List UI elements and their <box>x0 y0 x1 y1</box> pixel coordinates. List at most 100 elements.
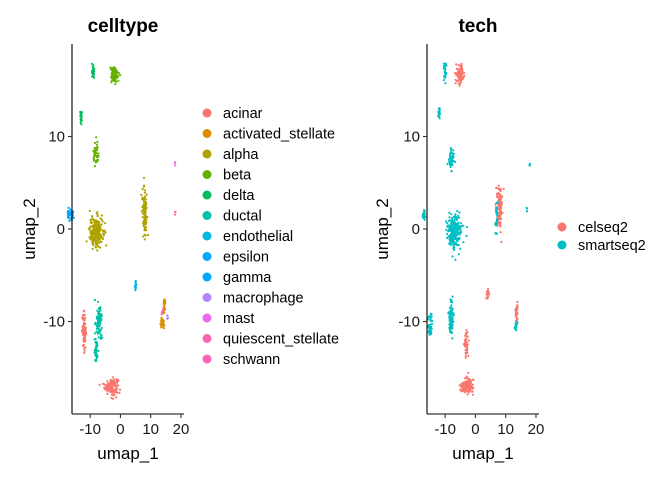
point-ductal <box>97 321 100 324</box>
point-celseq2 <box>499 213 503 216</box>
point-smartseq2 <box>450 331 453 334</box>
point-beta <box>95 146 98 149</box>
legend-label: beta <box>223 168 252 184</box>
point-smartseq2 <box>448 229 451 232</box>
point-acinar <box>98 383 101 386</box>
point-alpha <box>143 184 146 187</box>
point-smartseq2 <box>448 314 451 317</box>
point-celseq2 <box>468 382 471 385</box>
point-ductal <box>96 331 99 334</box>
point-smartseq2 <box>451 235 454 238</box>
point-alpha <box>96 234 99 237</box>
point-smartseq2 <box>442 79 445 82</box>
point-ductal <box>96 317 99 320</box>
point-celseq2 <box>497 218 500 221</box>
point-beta <box>115 80 118 83</box>
point-ductal <box>94 351 97 354</box>
legend-key <box>202 334 212 343</box>
point-celseq2 <box>462 76 465 79</box>
point-celseq2 <box>468 385 471 388</box>
point-smartseq2 <box>451 301 454 304</box>
point-smartseq2 <box>452 222 455 225</box>
point-smartseq2 <box>457 253 460 256</box>
point-smartseq2 <box>496 217 499 220</box>
legend-item-delta: delta <box>202 188 255 204</box>
legend-item-quiescent_stellate: quiescent_stellate <box>202 332 339 348</box>
point-acinar <box>115 396 118 399</box>
point-delta <box>79 117 82 121</box>
point-smartseq2 <box>495 207 498 211</box>
point-smartseq2 <box>444 82 447 85</box>
point-celseq2 <box>458 84 461 87</box>
legend-item-acinar: acinar <box>202 106 263 122</box>
point-beta <box>110 68 113 71</box>
point-alpha <box>143 213 146 216</box>
point-alpha <box>101 220 104 223</box>
point-smartseq2 <box>449 219 452 222</box>
point-beta <box>96 140 99 143</box>
point-acinar <box>85 333 88 336</box>
point-quiescent_stellate <box>162 308 165 311</box>
point-celseq2 <box>466 347 469 350</box>
point-celseq2 <box>457 63 460 67</box>
point-celseq2 <box>465 344 468 348</box>
point-smartseq2 <box>444 76 447 79</box>
point-smartseq2 <box>525 207 529 210</box>
point-ductal <box>96 309 99 312</box>
point-acinar <box>82 339 85 342</box>
point-celseq2 <box>462 385 465 388</box>
legend-label: delta <box>223 188 255 204</box>
point-alpha <box>94 219 98 222</box>
point-activated_stellate <box>160 320 163 323</box>
point-endothelial <box>133 285 136 288</box>
point-acinar <box>106 392 109 396</box>
point-celseq2 <box>455 72 458 75</box>
point-alpha <box>102 232 105 235</box>
point-acinar <box>83 347 86 350</box>
point-mast <box>174 161 177 164</box>
point-ductal <box>99 319 102 322</box>
point-celseq2 <box>464 385 467 388</box>
point-smartseq2 <box>451 318 454 321</box>
point-smartseq2 <box>457 244 460 247</box>
point-acinar <box>109 378 112 382</box>
point-smartseq2 <box>495 219 499 222</box>
point-acinar <box>118 391 121 394</box>
point-smartseq2 <box>454 232 457 235</box>
x-tick-label: 20 <box>173 421 190 438</box>
point-smartseq2 <box>449 165 452 169</box>
point-celseq2 <box>502 187 505 190</box>
point-smartseq2 <box>449 236 452 240</box>
point-ductal <box>95 327 99 330</box>
legend-item-celseq2: celseq2 <box>557 220 628 236</box>
point-macrophage <box>166 317 169 320</box>
point-beta <box>93 165 96 168</box>
point-schwann <box>174 211 177 214</box>
x-tick-label: 0 <box>471 421 479 438</box>
point-alpha <box>96 239 99 242</box>
point-ductal <box>95 348 98 351</box>
point-alpha <box>97 245 100 248</box>
point-activated_stellate <box>160 324 163 327</box>
point-smartseq2 <box>451 229 454 232</box>
point-activated_stellate <box>160 318 163 321</box>
point-acinar <box>82 337 85 340</box>
point-ductal <box>95 355 98 358</box>
legend-item-ductal: ductal <box>202 209 262 225</box>
point-smartseq2 <box>452 248 456 252</box>
point-celseq2 <box>468 378 471 381</box>
point-smartseq2 <box>450 327 453 330</box>
point-alpha <box>85 240 88 243</box>
point-alpha <box>104 231 107 234</box>
point-epsilon <box>67 206 70 209</box>
point-alpha <box>94 233 97 236</box>
point-epsilon <box>66 210 69 213</box>
point-celseq2 <box>471 390 474 393</box>
point-alpha <box>147 233 150 237</box>
point-alpha <box>100 223 103 226</box>
point-celseq2 <box>498 221 501 224</box>
point-delta <box>91 75 94 78</box>
point-celseq2 <box>469 387 473 390</box>
point-smartseq2 <box>449 227 452 230</box>
point-alpha <box>97 241 100 244</box>
